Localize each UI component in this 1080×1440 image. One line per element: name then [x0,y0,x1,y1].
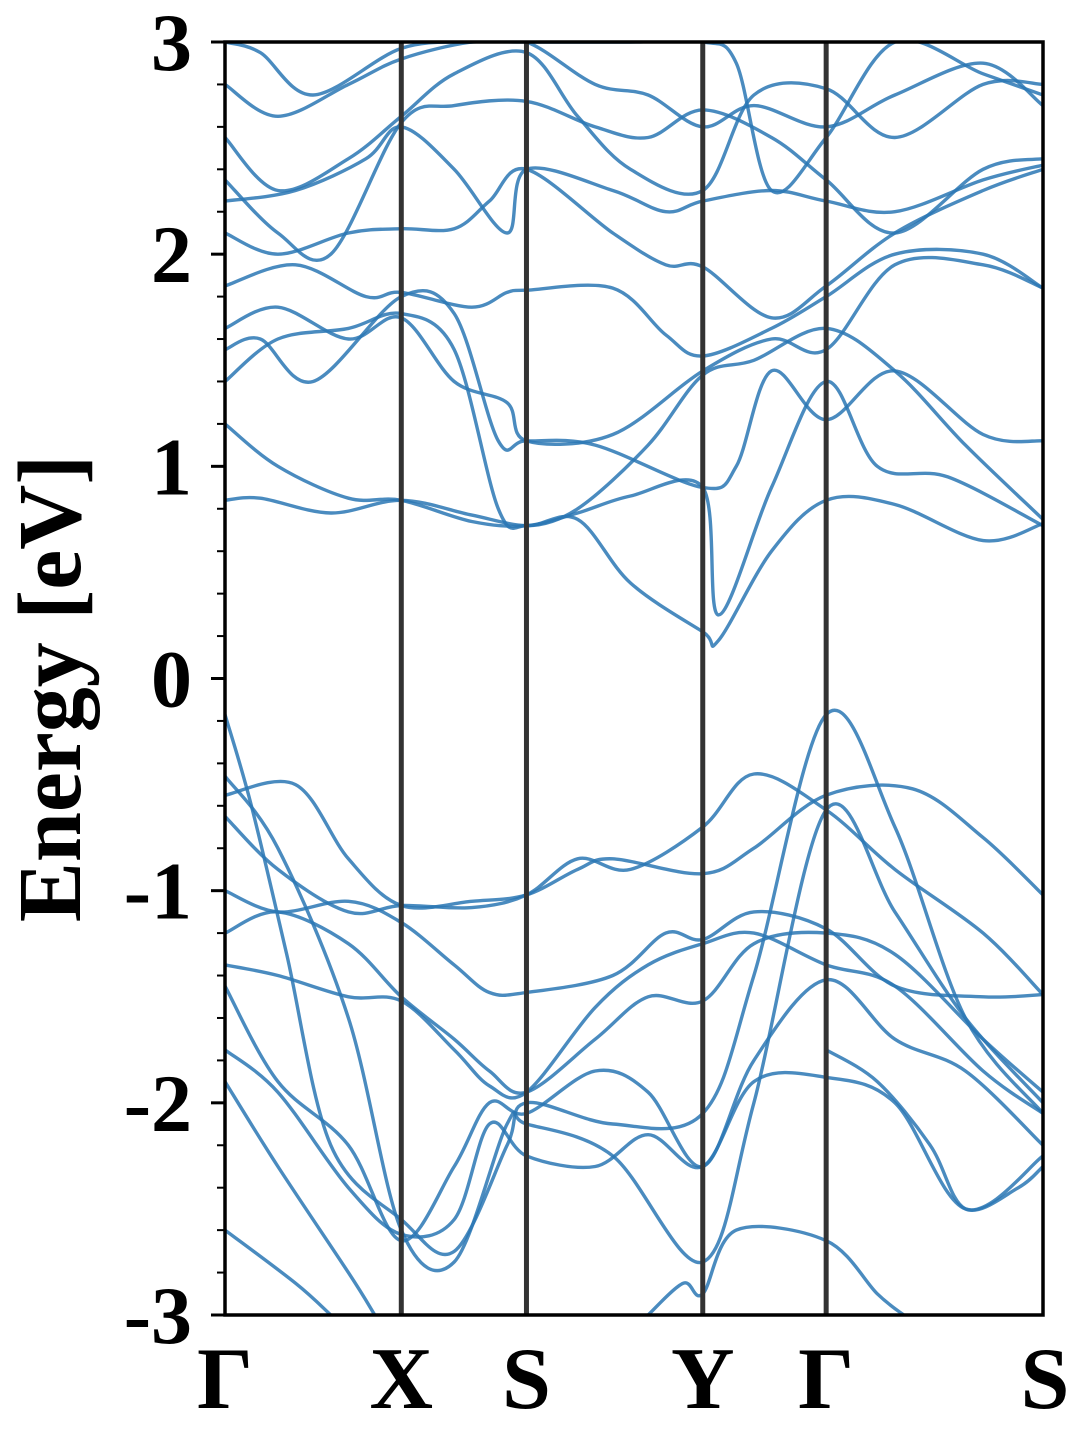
band-lines [225,42,1043,1315]
band-line-6 [225,247,1043,358]
band-line-2 [225,379,1043,617]
band-line-22 [225,1079,377,1315]
y-tick-label: 2 [151,209,192,300]
band-line-18 [225,910,1043,1095]
y-tick-label: 1 [151,421,192,512]
y-tick-label: 0 [151,634,192,725]
band-line-20 [225,978,1043,1243]
y-tick-label: -3 [124,1270,192,1361]
band-line-16 [225,772,1043,997]
band-line-14 [225,774,1043,1273]
band-line-11 [225,42,1043,129]
band-line-13 [225,708,1043,1257]
band-line-7 [225,166,1043,320]
x-tick-label: X [370,1331,434,1428]
band-line-12 [225,42,1043,195]
x-tick-label: Γ [197,1331,253,1428]
x-tick-label: Γ [798,1331,854,1428]
band-line-1 [225,494,1043,648]
y-tick-label: -2 [124,1058,192,1149]
band-line-21 [225,1048,1043,1239]
band-line-8 [225,125,1043,235]
k-path-lines [398,42,829,1315]
y-axis-ticks: -3 -2 -1 0 1 2 3 [124,0,225,1361]
band-line-4 [225,288,1043,491]
x-tick-label: Y [671,1331,735,1428]
band-line-23 [225,1228,333,1315]
band-line-10 [225,49,1043,196]
band-line-15 [225,779,1043,910]
y-axis-label: Energy [eV] [1,455,100,922]
band-line-25 [824,1048,1043,1212]
y-tick-label: 3 [151,0,192,88]
band-line-24 [646,1224,906,1315]
x-tick-label: S [502,1331,551,1428]
y-tick-label: -1 [124,846,192,937]
x-tick-label: S [1021,1331,1070,1428]
band-line-9 [225,98,1043,263]
band-line-19 [225,930,1043,1116]
band-line-5 [225,255,1043,447]
